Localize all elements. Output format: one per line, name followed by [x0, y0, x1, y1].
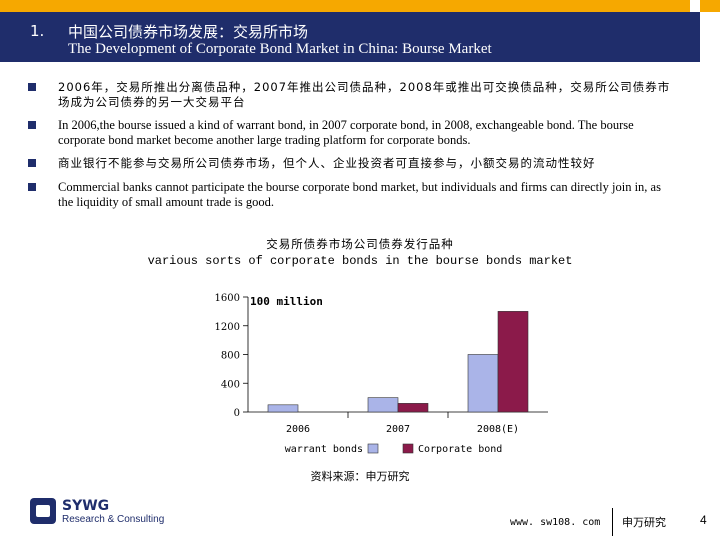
bullet-text: 2006年，交易所推出分离债品种，2007年推出公司债品种，2008年或推出可交… — [58, 80, 671, 109]
bullet-square-icon — [28, 183, 36, 191]
y-tick-label: 400 — [221, 379, 240, 390]
bar — [267, 404, 299, 413]
title-banner: 1. 中国公司债券市场发展：交易所市场 The Development of C… — [0, 12, 700, 62]
bar — [397, 403, 429, 413]
bar — [497, 311, 529, 413]
footer-divider — [612, 508, 613, 536]
section-number: 1. — [30, 22, 45, 40]
title-chinese: 中国公司债券市场发展：交易所市场 — [68, 23, 309, 41]
source-note: 资料来源：申万研究 — [310, 470, 410, 483]
x-tick-label: 2008(E) — [477, 424, 519, 435]
bar — [467, 354, 499, 413]
top-accent-bar — [0, 0, 720, 12]
top-bar-gap — [690, 0, 700, 12]
bullet-square-icon — [28, 121, 36, 129]
bullet-square-icon — [28, 159, 36, 167]
legend-swatch — [367, 443, 379, 454]
bar — [367, 397, 399, 413]
company-logo: SYWG Research & Consulting — [30, 498, 170, 528]
title-english: The Development of Corporate Bond Market… — [68, 41, 492, 57]
footer-company: 申万研究 — [622, 516, 666, 529]
chart-subtitle: various sorts of corporate bonds in the … — [147, 254, 573, 268]
x-tick-label: 2006 — [286, 424, 310, 435]
legend-swatch — [402, 443, 414, 454]
page-number: 4 — [700, 513, 707, 527]
logo-brand: SYWG — [62, 498, 110, 514]
bullet-text: Commercial banks cannot participate the … — [58, 180, 661, 209]
logo-subtitle: Research & Consulting — [62, 514, 165, 525]
legend-label: warrant bonds — [285, 444, 363, 455]
footer-url: www. sw108. com — [510, 517, 601, 528]
x-tick-label: 2007 — [386, 424, 410, 435]
logo-icon — [30, 498, 56, 524]
y-tick-label: 0 — [234, 408, 240, 419]
legend-label: Corporate bond — [418, 444, 502, 455]
bar-chart: 0 400 800 1200 1600 100 million 2006 2007 2008(E… — [215, 293, 548, 455]
unit-label: 100 million — [250, 295, 323, 308]
y-tick-label: 1600 — [215, 293, 240, 304]
chart-title: 交易所债券市场公司债券发行品种 — [266, 237, 454, 251]
y-tick-label: 1200 — [215, 322, 240, 333]
bullet-square-icon — [28, 83, 36, 91]
bullet-text: In 2006,the bourse issued a kind of warr… — [58, 118, 634, 147]
y-tick-label: 800 — [221, 351, 240, 362]
bullet-text: 商业银行不能参与交易所公司债券市场，但个人、企业投资者可直接参与，小额交易的流动… — [58, 156, 596, 170]
